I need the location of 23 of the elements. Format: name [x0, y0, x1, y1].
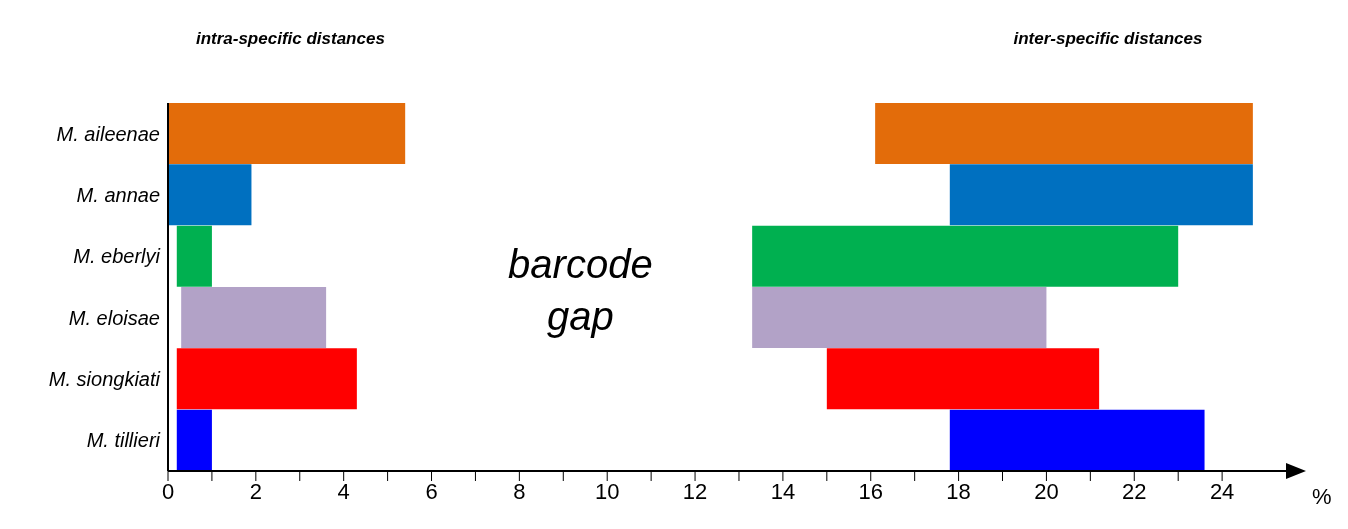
x-tick-label: 6 — [425, 478, 438, 504]
y-tick-label: M. aileenae — [56, 122, 160, 145]
x-tick-label: 8 — [513, 478, 526, 504]
text: inter-specific distances — [1012, 28, 1204, 50]
y-tick-label: M. annae — [76, 184, 160, 207]
x-tick-label: 24 — [1209, 478, 1235, 504]
x-tick-label: 20 — [1034, 478, 1059, 504]
y-tick-label: M. eloisae — [68, 306, 160, 329]
x-axis-title: % — [1312, 484, 1332, 510]
x-tick-label: 22 — [1122, 478, 1147, 504]
y-tick-label: M. siongkiati — [48, 368, 161, 391]
x-tick-label: 0 — [161, 478, 175, 504]
text: intra-specific distances — [194, 28, 386, 50]
x-tick-label: 12 — [682, 478, 708, 504]
x-tick-label: 4 — [337, 478, 350, 504]
annotation: barcode gap — [507, 241, 654, 340]
x-tick-label: 2 — [249, 478, 262, 504]
x-tick-label: 10 — [594, 478, 620, 504]
x-tick-label: 18 — [946, 478, 971, 504]
x-tick-label: 16 — [858, 478, 883, 504]
x-tick-label: 14 — [770, 478, 796, 504]
y-tick-label: M. tillieri — [86, 429, 161, 452]
y-tick-label: M. eberlyi — [73, 245, 161, 268]
